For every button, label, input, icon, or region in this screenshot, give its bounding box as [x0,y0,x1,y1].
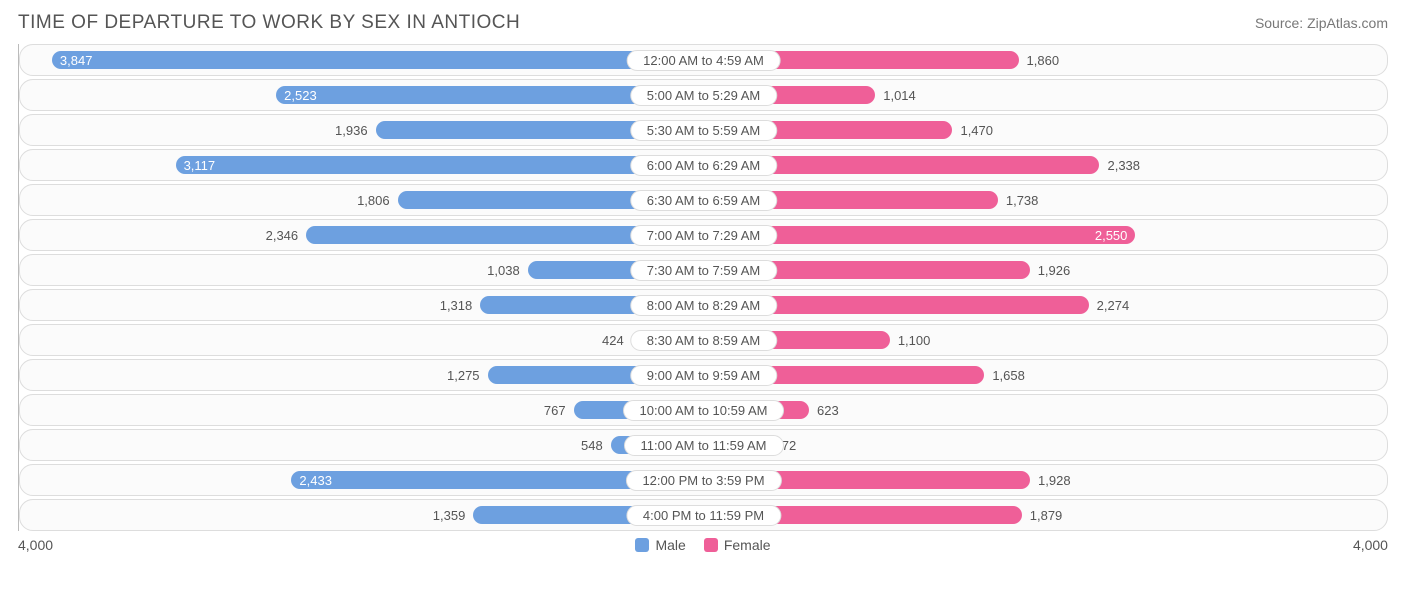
category-label: 8:00 AM to 8:29 AM [630,295,777,316]
male-half: 1,318 [26,293,704,317]
male-half: 2,523 [26,83,704,107]
male-value: 2,523 [284,88,317,103]
axis-max-left: 4,000 [18,537,53,553]
male-half: 767 [26,398,704,422]
male-half: 1,359 [26,503,704,527]
male-value: 1,359 [433,508,466,523]
category-label: 9:00 AM to 9:59 AM [630,365,777,386]
female-half: 1,658 [704,363,1382,387]
chart-header: TIME OF DEPARTURE TO WORK BY SEX IN ANTI… [18,12,1388,34]
category-label: 10:00 AM to 10:59 AM [623,400,785,421]
male-value: 3,847 [60,53,93,68]
swatch-male [635,538,649,552]
category-label: 6:00 AM to 6:29 AM [630,155,777,176]
category-label: 5:00 AM to 5:29 AM [630,85,777,106]
category-label: 7:00 AM to 7:29 AM [630,225,777,246]
female-half: 1,860 [704,48,1382,72]
male-value: 1,038 [487,263,520,278]
male-half: 548 [26,433,704,457]
male-half: 2,346 [26,223,704,247]
male-half: 1,936 [26,118,704,142]
chart-row: 767 623 10:00 AM to 10:59 AM [19,394,1388,426]
female-half: 2,338 [704,153,1382,177]
category-label: 4:00 PM to 11:59 PM [626,505,781,526]
male-half: 3,117 [26,153,704,177]
category-label: 5:30 AM to 5:59 AM [630,120,777,141]
female-half: 2,550 [704,223,1382,247]
male-bar: 3,117 [176,156,704,174]
male-value: 2,433 [299,473,332,488]
male-half: 1,806 [26,188,704,212]
male-half: 1,038 [26,258,704,282]
male-half: 424 [26,328,704,352]
chart-row: 424 1,100 8:30 AM to 8:59 AM [19,324,1388,356]
male-value: 424 [602,333,624,348]
chart-row: 3,117 2,338 6:00 AM to 6:29 AM [19,149,1388,181]
category-label: 11:00 AM to 11:59 AM [624,435,784,456]
legend-item-female: Female [704,537,771,553]
chart-title: TIME OF DEPARTURE TO WORK BY SEX IN ANTI… [18,12,520,34]
chart-row: 2,346 2,550 7:00 AM to 7:29 AM [19,219,1388,251]
chart-source: Source: ZipAtlas.com [1255,15,1388,31]
female-half: 1,926 [704,258,1382,282]
legend-label-male: Male [655,537,685,553]
chart-row: 1,936 1,470 5:30 AM to 5:59 AM [19,114,1388,146]
legend-item-male: Male [635,537,685,553]
male-value: 1,318 [440,298,473,313]
female-half: 623 [704,398,1382,422]
male-bar: 3,847 [52,51,704,69]
female-value: 1,860 [1027,53,1060,68]
male-value: 1,275 [447,368,480,383]
female-value: 623 [817,403,839,418]
male-value: 2,346 [266,228,299,243]
female-value: 1,100 [898,333,931,348]
male-value: 767 [544,403,566,418]
female-half: 1,928 [704,468,1382,492]
female-half: 372 [704,433,1382,457]
chart-row: 2,433 1,928 12:00 PM to 3:59 PM [19,464,1388,496]
category-label: 12:00 AM to 4:59 AM [626,50,781,71]
chart-row: 1,806 1,738 6:30 AM to 6:59 AM [19,184,1388,216]
legend-label-female: Female [724,537,771,553]
chart-row: 1,275 1,658 9:00 AM to 9:59 AM [19,359,1388,391]
category-label: 12:00 PM to 3:59 PM [625,470,781,491]
female-value: 1,658 [992,368,1025,383]
female-half: 1,014 [704,83,1382,107]
female-value: 1,879 [1030,508,1063,523]
female-value: 2,550 [1095,228,1128,243]
diverging-bar-chart: 3,847 1,860 12:00 AM to 4:59 AM 2,523 1,014 5… [18,44,1388,531]
female-half: 2,274 [704,293,1382,317]
male-value: 3,117 [184,158,216,173]
male-half: 1,275 [26,363,704,387]
female-value: 2,338 [1107,158,1140,173]
chart-footer: 4,000 Male Female 4,000 [18,537,1388,553]
chart-row: 1,318 2,274 8:00 AM to 8:29 AM [19,289,1388,321]
female-half: 1,100 [704,328,1382,352]
axis-max-right: 4,000 [1353,537,1388,553]
male-value: 1,806 [357,193,390,208]
chart-row: 2,523 1,014 5:00 AM to 5:29 AM [19,79,1388,111]
male-half: 2,433 [26,468,704,492]
category-label: 8:30 AM to 8:59 AM [630,330,777,351]
female-half: 1,470 [704,118,1382,142]
chart-row: 1,359 1,879 4:00 PM to 11:59 PM [19,499,1388,531]
female-value: 1,928 [1038,473,1071,488]
legend: Male Female [635,537,770,553]
chart-row: 1,038 1,926 7:30 AM to 7:59 AM [19,254,1388,286]
female-value: 1,470 [960,123,993,138]
female-value: 1,014 [883,88,916,103]
category-label: 6:30 AM to 6:59 AM [630,190,777,211]
female-value: 1,926 [1038,263,1071,278]
chart-row: 548 37211:00 AM to 11:59 AM [19,429,1388,461]
swatch-female [704,538,718,552]
male-half: 3,847 [26,48,704,72]
female-value: 1,738 [1006,193,1039,208]
category-label: 7:30 AM to 7:59 AM [630,260,777,281]
male-value: 1,936 [335,123,368,138]
female-half: 1,738 [704,188,1382,212]
female-half: 1,879 [704,503,1382,527]
female-value: 2,274 [1097,298,1130,313]
chart-row: 3,847 1,860 12:00 AM to 4:59 AM [19,44,1388,76]
male-value: 548 [581,438,603,453]
